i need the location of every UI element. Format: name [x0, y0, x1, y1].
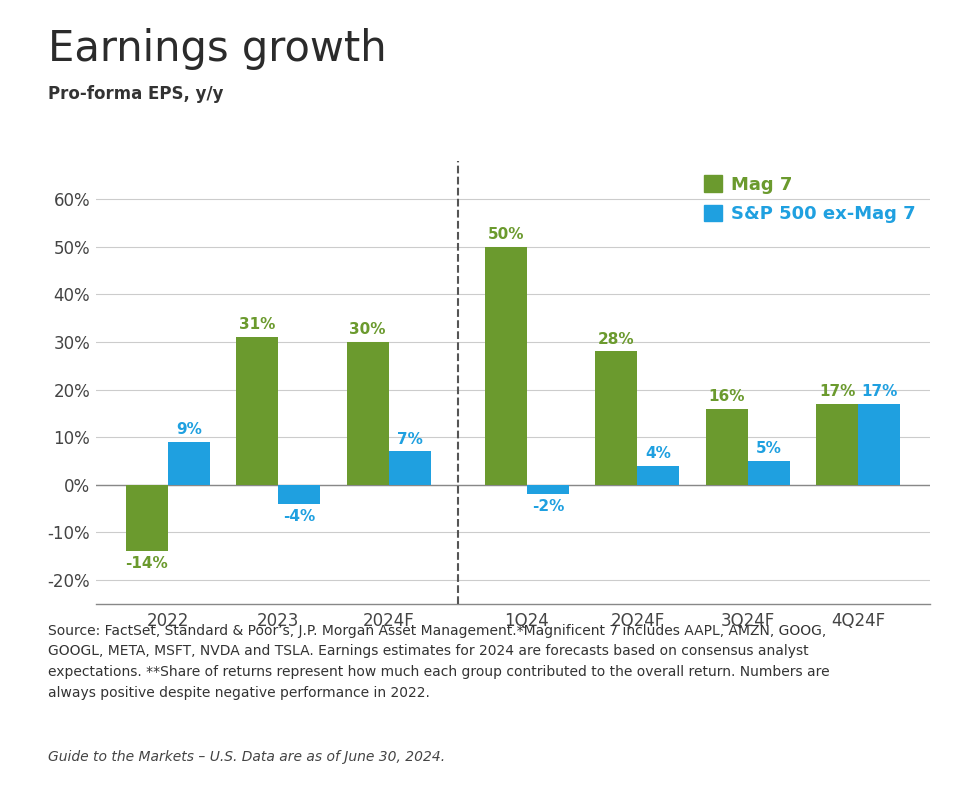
Text: 31%: 31% — [239, 317, 275, 332]
Bar — [596, 352, 638, 485]
Text: 16%: 16% — [709, 389, 745, 404]
Text: -2%: -2% — [531, 499, 564, 514]
Text: 17%: 17% — [819, 384, 855, 399]
Text: 30%: 30% — [349, 322, 386, 337]
Bar — [388, 452, 431, 485]
Legend: Mag 7, S&P 500 ex-Mag 7: Mag 7, S&P 500 ex-Mag 7 — [699, 170, 922, 229]
Text: 4%: 4% — [645, 446, 671, 461]
Text: -4%: -4% — [283, 509, 316, 523]
Bar — [526, 485, 569, 494]
Bar — [858, 404, 901, 485]
Text: 5%: 5% — [756, 441, 782, 456]
Text: 7%: 7% — [397, 431, 423, 447]
Bar — [126, 485, 168, 551]
Text: Source: FactSet, Standard & Poor’s, J.P. Morgan Asset Management.*Magnificent 7 : Source: FactSet, Standard & Poor’s, J.P.… — [48, 624, 830, 700]
Bar — [816, 404, 858, 485]
Bar — [706, 409, 748, 485]
Bar — [748, 461, 790, 485]
Text: Guide to the Markets – U.S. Data are as of June 30, 2024.: Guide to the Markets – U.S. Data are as … — [48, 750, 445, 764]
Bar — [485, 246, 526, 485]
Text: 50%: 50% — [487, 227, 525, 242]
Bar — [278, 485, 320, 504]
Text: 17%: 17% — [861, 384, 898, 399]
Bar — [236, 337, 278, 485]
Bar — [638, 465, 679, 485]
Text: Earnings growth: Earnings growth — [48, 28, 386, 70]
Text: Pro-forma EPS, y/y: Pro-forma EPS, y/y — [48, 85, 223, 102]
Text: 9%: 9% — [175, 422, 201, 437]
Bar — [168, 442, 210, 485]
Text: 28%: 28% — [598, 332, 635, 347]
Text: -14%: -14% — [126, 556, 168, 571]
Bar — [347, 342, 388, 485]
